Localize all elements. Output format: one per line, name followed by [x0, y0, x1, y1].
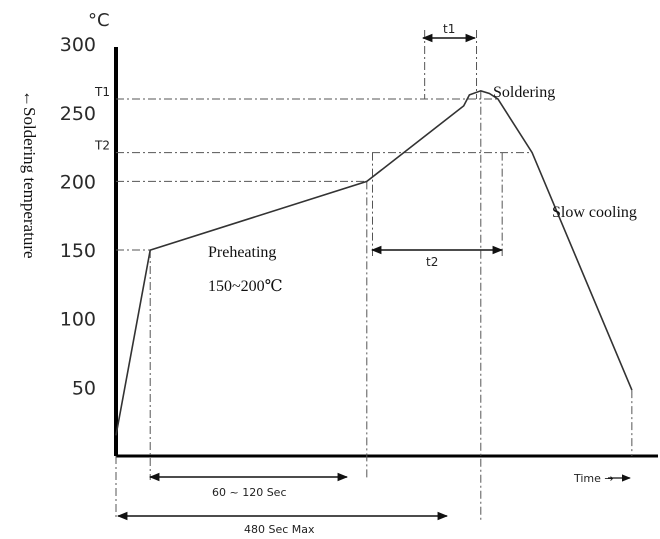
level-label-t1: T1	[94, 85, 110, 99]
t2-label: t2	[426, 255, 438, 269]
y-tick-300: 300	[60, 34, 96, 56]
preheating-range-label: 150~200℃	[208, 278, 283, 295]
y-axis-label: ←Soldering temperature	[20, 90, 39, 259]
soldering-label: Soldering	[493, 84, 555, 101]
level-labels: T1 T2	[94, 85, 110, 153]
y-tick-100: 100	[60, 309, 96, 331]
y-tick-50: 50	[72, 377, 96, 399]
t1-label: t1	[443, 22, 455, 36]
y-tick-250: 250	[60, 103, 96, 125]
slow-cooling-label: Slow cooling	[552, 204, 637, 221]
level-label-t2: T2	[94, 139, 110, 153]
preheating-label: Preheating	[208, 244, 276, 261]
y-tick-labels: 50 100 150 200 250 300	[60, 34, 96, 399]
y-tick-200: 200	[60, 171, 96, 193]
range-60-120-label: 60 ~ 120 Sec	[212, 486, 287, 499]
y-unit-label: °C	[88, 10, 110, 31]
x-axis-label: Time →	[573, 472, 614, 485]
reference-lines	[115, 30, 633, 520]
range-480-label: 480 Sec Max	[244, 523, 315, 536]
y-tick-150: 150	[60, 240, 96, 262]
temperature-profile-line	[115, 89, 633, 436]
